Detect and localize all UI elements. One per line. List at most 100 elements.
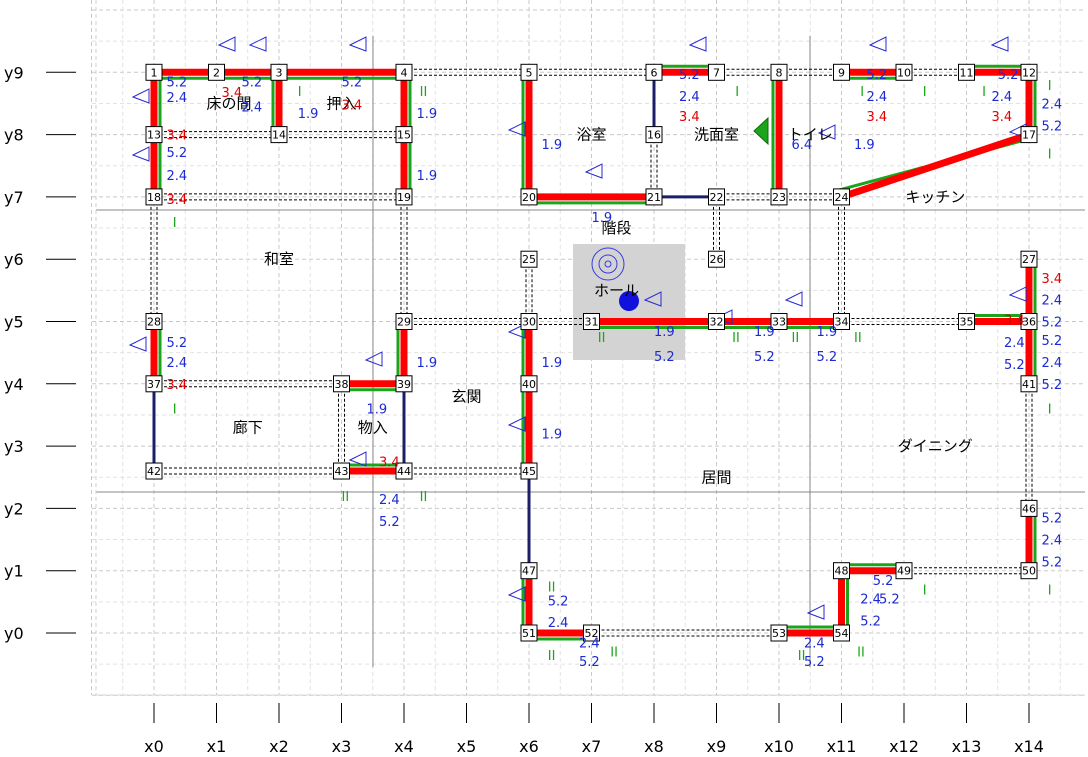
node-box <box>895 63 913 81</box>
node-box <box>333 375 350 393</box>
node-label: 7 <box>713 66 720 79</box>
room-label: 和室 <box>264 250 294 268</box>
triangle-marker <box>128 336 147 352</box>
room-label: トイレ <box>788 126 833 144</box>
node-box <box>645 126 663 144</box>
dimension-label: II <box>854 331 862 346</box>
dimension-label: 1.9 <box>592 211 613 226</box>
node-label: 11 <box>960 66 974 79</box>
dimension-label: 2.4 <box>867 90 888 105</box>
triangle-marker <box>817 124 836 140</box>
dimension-label: II <box>792 331 800 346</box>
node-box <box>958 63 975 81</box>
dimension-label: 3.4 <box>992 110 1013 125</box>
dimension-label: II <box>548 649 556 664</box>
node-label: 40 <box>522 378 536 391</box>
node-box <box>145 126 163 144</box>
room-label: 居間 <box>701 468 731 486</box>
x-axis-label: x10 <box>764 737 794 756</box>
dimension-label: 5.2 <box>1042 119 1063 134</box>
node-box <box>770 624 788 642</box>
room-label: 床の間 <box>206 94 251 112</box>
node-box <box>520 624 538 642</box>
triangle-marker <box>990 36 1009 52</box>
y-axis-label: y5 <box>4 313 24 332</box>
dimension-label: 5.2 <box>342 76 363 91</box>
x-axis-label: x12 <box>889 737 919 756</box>
node-label: 41 <box>1022 378 1036 391</box>
annotations: 5.22.4 3.45.22.4 1.95.23.41.93.45.22.43.41… <box>167 68 1063 670</box>
y-axis-label: y4 <box>4 375 24 394</box>
triangle-marker <box>348 451 367 467</box>
node-label: 47 <box>522 565 536 578</box>
node-box <box>770 188 788 206</box>
node-label: 24 <box>835 191 849 204</box>
dimension-label: 3.4 <box>867 110 888 125</box>
node-box <box>833 188 850 206</box>
dimension-label: 2.4 <box>1042 356 1063 371</box>
node-label: 14 <box>272 129 286 142</box>
node-box <box>395 126 413 144</box>
dimension-label: I <box>1048 583 1052 598</box>
node-box <box>395 313 413 330</box>
dimension-label: II <box>857 646 865 661</box>
dimension-label: 2.4 <box>679 90 700 105</box>
node-label: 16 <box>647 129 661 142</box>
node-label: 12 <box>1022 66 1036 79</box>
node-box <box>333 462 350 480</box>
node-label: 29 <box>397 316 411 329</box>
room-label: ホール <box>594 281 639 299</box>
room-label: 物入 <box>358 418 388 436</box>
dimension-label: 1.9 <box>417 356 438 371</box>
dimension-label: 5.2 <box>1042 334 1063 349</box>
dimension-label: II <box>798 649 806 664</box>
dimension-label: 3.4 <box>167 193 188 208</box>
node-label: 9 <box>838 66 845 79</box>
room-label: ダイニング <box>898 437 973 455</box>
dimension-label: 1.9 <box>542 356 563 371</box>
hall-ring-icon <box>591 247 625 281</box>
symbols <box>591 116 769 311</box>
dimension-label: 5.2 <box>1042 512 1063 527</box>
node-label: 27 <box>1022 253 1036 266</box>
x-axis-label: x6 <box>519 737 539 756</box>
x-axis-label: x0 <box>144 737 164 756</box>
x-axis-label: x7 <box>582 737 602 756</box>
dimension-label: 5.2 <box>1042 316 1063 331</box>
x-axis-label: x3 <box>332 737 352 756</box>
node-label: 13 <box>147 129 161 142</box>
dimension-label: II <box>420 490 428 505</box>
dimension-label: I <box>298 85 302 100</box>
node-label: 19 <box>397 191 411 204</box>
node-label: 32 <box>710 316 724 329</box>
room-label: 押入 <box>326 94 356 112</box>
dimension-label: 5.2 <box>867 68 888 83</box>
dimension-label: I <box>173 216 177 231</box>
triangle-marker <box>507 323 526 339</box>
room-label: 階段 <box>601 219 631 237</box>
node-box <box>833 562 850 580</box>
node-label: 21 <box>647 191 661 204</box>
dimension-label: 2.4 <box>167 356 188 371</box>
x-axis-label: x14 <box>1014 737 1044 756</box>
room-label: 浴室 <box>576 126 606 144</box>
dimension-label: II <box>548 580 556 595</box>
node-label: 1 <box>151 66 158 79</box>
dimension-label: 5.2 <box>804 655 825 670</box>
node-box <box>583 624 600 642</box>
node-label: 54 <box>835 627 849 640</box>
triangle-marker <box>348 36 367 52</box>
triangle-marker <box>688 36 707 52</box>
node-label: 51 <box>522 627 536 640</box>
node-box <box>520 250 538 268</box>
node-box <box>645 63 663 81</box>
dimension-label: 5.2 <box>860 615 881 630</box>
dimension-label: I <box>860 85 864 100</box>
dimension-label: 5.2 <box>873 574 894 589</box>
dimension-label: 1.9 <box>854 138 875 153</box>
x-axis-label: x9 <box>707 737 727 756</box>
node-box <box>645 188 663 206</box>
dimension-label: I <box>735 85 739 100</box>
